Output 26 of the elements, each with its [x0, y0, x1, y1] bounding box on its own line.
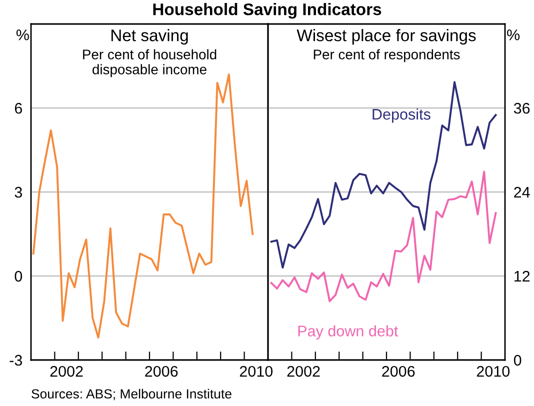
- text: Household Saving Indicators: [153, 3, 382, 19]
- y2-tick-label: 24: [514, 186, 530, 198]
- y2-tick-label: 36: [514, 102, 530, 114]
- text: Pay down debt: [298, 325, 398, 340]
- y2-tick-label: 0: [514, 354, 522, 366]
- x-tick-label: 2002: [287, 366, 320, 377]
- chart-title: Net saving: [111, 29, 188, 45]
- y-tick-label: 3: [14, 186, 22, 198]
- source-note: Sources: ABS; Melbourne Institute: [32, 388, 232, 400]
- y2-axis-title: %: [507, 30, 520, 40]
- x-tick-label: 2006: [382, 366, 415, 377]
- text: Per cent of household disposable income: [83, 49, 216, 78]
- x-tick-label: 2010: [240, 366, 273, 377]
- text: Per cent of respondents: [314, 49, 460, 62]
- y-tick-label: 6: [14, 102, 22, 114]
- y-tick-label: -3: [10, 354, 22, 366]
- x-tick-label: 2006: [145, 366, 178, 377]
- x-tick-label: 2002: [50, 366, 83, 377]
- chart-title: Wisest place for savings: [296, 29, 476, 45]
- y-axis-title: %: [16, 30, 29, 40]
- y-tick-label: 0: [14, 270, 22, 282]
- line-series: [270, 170, 497, 302]
- y2-tick-label: 12: [514, 270, 530, 282]
- series-label: Deposits: [372, 108, 430, 123]
- x-tick-label: 2010: [476, 366, 510, 377]
- line-series: [270, 81, 497, 269]
